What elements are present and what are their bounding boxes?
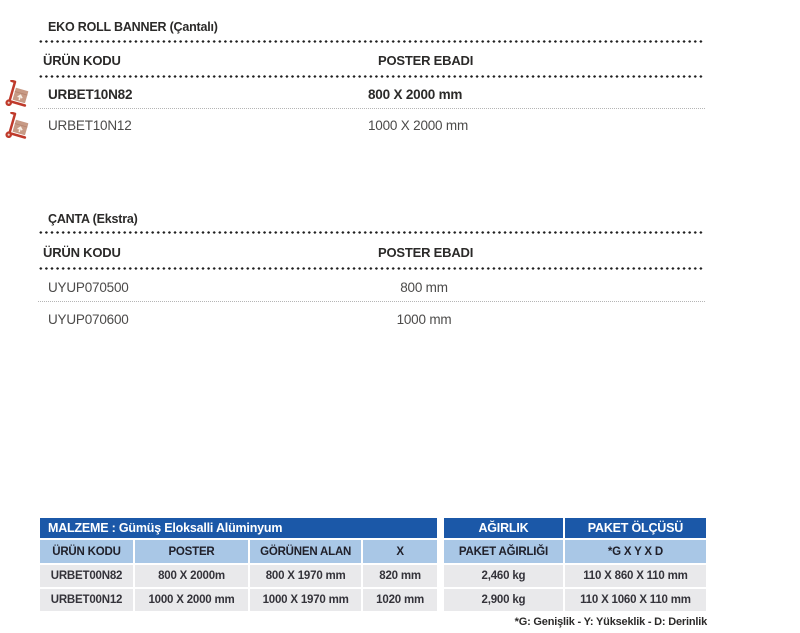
malzeme-header-row: ÜRÜN KODU POSTER GÖRÜNEN ALAN X: [40, 540, 437, 563]
paket-spec-table: AĞIRLIK PAKET ÖLÇÜSÜ PAKET AĞIRLIĞI *G X…: [442, 516, 708, 613]
malzeme-caption: MALZEME : Gümüş Eloksalli Alüminyum: [40, 518, 437, 538]
paket-caption-row: AĞIRLIK PAKET ÖLÇÜSÜ: [444, 518, 706, 538]
cell-weight: 2,460 kg: [444, 565, 563, 587]
cell-code: URBET00N82: [40, 565, 133, 587]
malzeme-col-urun-kodu: ÜRÜN KODU: [40, 540, 133, 563]
hand-truck-icon: [4, 112, 32, 142]
canta-row-size: 800 mm: [400, 280, 448, 295]
canta-row-code: UYUP070500: [48, 280, 129, 295]
row-divider: [38, 301, 705, 302]
cell-code: URBET00N12: [40, 589, 133, 611]
cell-dimensions: 110 X 860 X 110 mm: [564, 565, 706, 587]
table-row: URBET00N12 1000 X 2000 mm 1000 X 1970 mm…: [40, 589, 437, 611]
cell-poster: 800 X 2000m: [134, 565, 249, 587]
malzeme-spec-table: MALZEME : Gümüş Eloksalli Alüminyum ÜRÜN…: [38, 516, 439, 613]
hand-truck-icon: [4, 80, 32, 110]
dotted-divider: [38, 40, 705, 43]
eko-row-size: 800 X 2000 mm: [368, 87, 463, 102]
paket-col-olcusu: PAKET ÖLÇÜSÜ: [564, 518, 706, 538]
dotted-divider: [38, 231, 705, 234]
eko-col-header-size: POSTER EBADI: [378, 53, 474, 68]
malzeme-col-gorunen-alan: GÖRÜNEN ALAN: [250, 540, 362, 563]
canta-row-code: UYUP070600: [48, 312, 129, 327]
canta-row-size: 1000 mm: [396, 312, 452, 327]
cell-x: 820 mm: [363, 565, 437, 587]
section-canta-title: ÇANTA (Ekstra): [48, 212, 138, 226]
malzeme-caption-row: MALZEME : Gümüş Eloksalli Alüminyum: [40, 518, 437, 538]
cell-dimensions: 110 X 1060 X 110 mm: [564, 589, 706, 611]
paket-subcol-agirligi: PAKET AĞIRLIĞI: [444, 540, 563, 563]
paket-col-agirlik: AĞIRLIK: [444, 518, 563, 538]
paket-subcol-gxyxd: *G X Y X D: [564, 540, 706, 563]
eko-row-size: 1000 X 2000 mm: [368, 118, 469, 133]
malzeme-col-poster: POSTER: [134, 540, 249, 563]
table-row: URBET00N82 800 X 2000m 800 X 1970 mm 820…: [40, 565, 437, 587]
eko-row-code: URBET10N82: [48, 87, 133, 102]
paket-header-row: PAKET AĞIRLIĞI *G X Y X D: [444, 540, 706, 563]
row-divider: [38, 108, 705, 109]
canta-col-header-size: POSTER EBADI: [378, 245, 474, 260]
cell-gorunen-alan: 800 X 1970 mm: [250, 565, 362, 587]
malzeme-col-x: X: [363, 540, 437, 563]
table-row: 2,900 kg 110 X 1060 X 110 mm: [444, 589, 706, 611]
eko-row-code: URBET10N12: [48, 118, 132, 133]
table-row: 2,460 kg 110 X 860 X 110 mm: [444, 565, 706, 587]
cell-poster: 1000 X 2000 mm: [134, 589, 249, 611]
cell-gorunen-alan: 1000 X 1970 mm: [250, 589, 362, 611]
legend-footnote: *G: Genişlik - Y: Yükseklik - D: Derinli…: [514, 616, 708, 628]
dotted-divider: [38, 75, 705, 78]
eko-col-header-code: ÜRÜN KODU: [43, 53, 121, 68]
canta-col-header-code: ÜRÜN KODU: [43, 245, 121, 260]
dotted-divider: [38, 267, 705, 270]
section-eko-title: EKO ROLL BANNER (Çantalı): [48, 20, 218, 34]
cell-x: 1020 mm: [363, 589, 437, 611]
cell-weight: 2,900 kg: [444, 589, 563, 611]
